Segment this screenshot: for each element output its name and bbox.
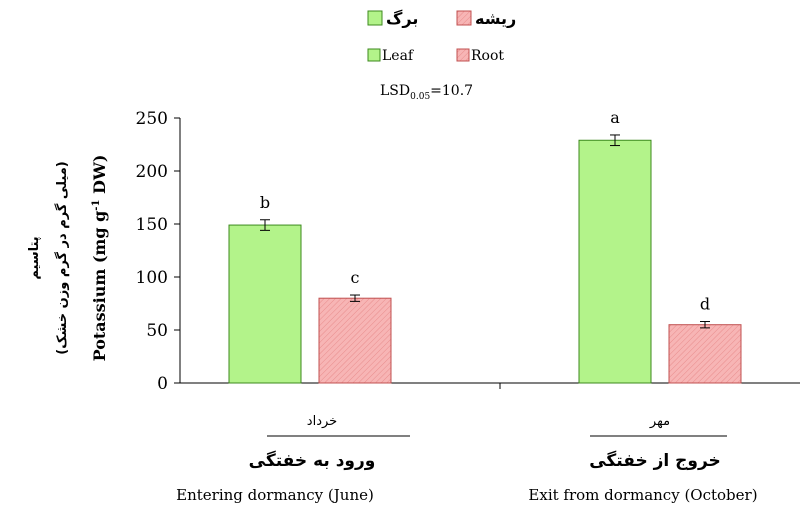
lsd-subscript: 0.05 xyxy=(410,92,430,102)
bar-leaf-2 xyxy=(578,139,652,384)
category-labels: خرداد ورود به خفتگی Entering dormancy (J… xyxy=(176,414,757,504)
y-tick-label: 250 xyxy=(136,109,168,129)
y-tick-label: 0 xyxy=(157,374,168,394)
category-1-month-label: خرداد xyxy=(307,414,337,429)
y-axis-title-fa-2: (میلی گرم در گرم وزن خشک) xyxy=(54,161,70,354)
category-2-title-en: Exit from dormancy (October) xyxy=(528,486,757,504)
legend-leaf-swatch-fa xyxy=(367,10,383,26)
legend-root-swatch-fa xyxy=(456,10,472,26)
y-tick-label: 50 xyxy=(146,321,168,341)
bar-root-1 xyxy=(318,297,392,384)
significance-letter: c xyxy=(351,268,360,287)
legend: برگ ریشه Leaf Root xyxy=(367,9,516,64)
legend-root-label-fa: ریشه xyxy=(475,9,516,28)
legend-leaf-label: Leaf xyxy=(382,48,415,64)
bar-leaf-1 xyxy=(228,224,302,384)
y-axis-title-en: Potassium (mg g-1 DW) xyxy=(90,155,109,362)
y-axis-title-fa-1: پتاسیم xyxy=(27,236,42,279)
category-2-title-fa: خروج از خفتگی xyxy=(589,450,721,471)
lsd-prefix: LSD xyxy=(380,83,410,99)
category-1-title-fa: ورود به خفتگی xyxy=(249,450,376,471)
legend-leaf-swatch xyxy=(367,48,381,62)
legend-root-swatch xyxy=(456,48,470,62)
plot-area: 0 50 100 150 200 250 b a c d xyxy=(136,108,800,394)
y-tick-label: 150 xyxy=(136,215,168,235)
bar-root-2 xyxy=(668,324,742,384)
y-axis-title-en-end: DW) xyxy=(90,155,109,200)
significance-letter: d xyxy=(700,295,710,314)
y-axis-title-en-sup: -1 xyxy=(91,200,102,211)
legend-root-label: Root xyxy=(471,48,504,64)
y-tick-label: 200 xyxy=(136,162,168,182)
y-tick-label: 100 xyxy=(136,268,168,288)
lsd-value: =10.7 xyxy=(430,83,473,99)
category-2-month-label: مهر xyxy=(649,414,670,429)
y-axis-title-en-main: Potassium (mg g xyxy=(90,211,109,362)
significance-letter: b xyxy=(260,193,270,212)
category-1-title-en: Entering dormancy (June) xyxy=(176,486,374,504)
y-axis-title: پتاسیم (میلی گرم در گرم وزن خشک) Potassi… xyxy=(27,155,109,362)
significance-letter: a xyxy=(610,108,620,127)
lsd-annotation: LSD0.05=10.7 xyxy=(380,83,473,102)
legend-leaf-label-fa: برگ xyxy=(386,9,418,28)
